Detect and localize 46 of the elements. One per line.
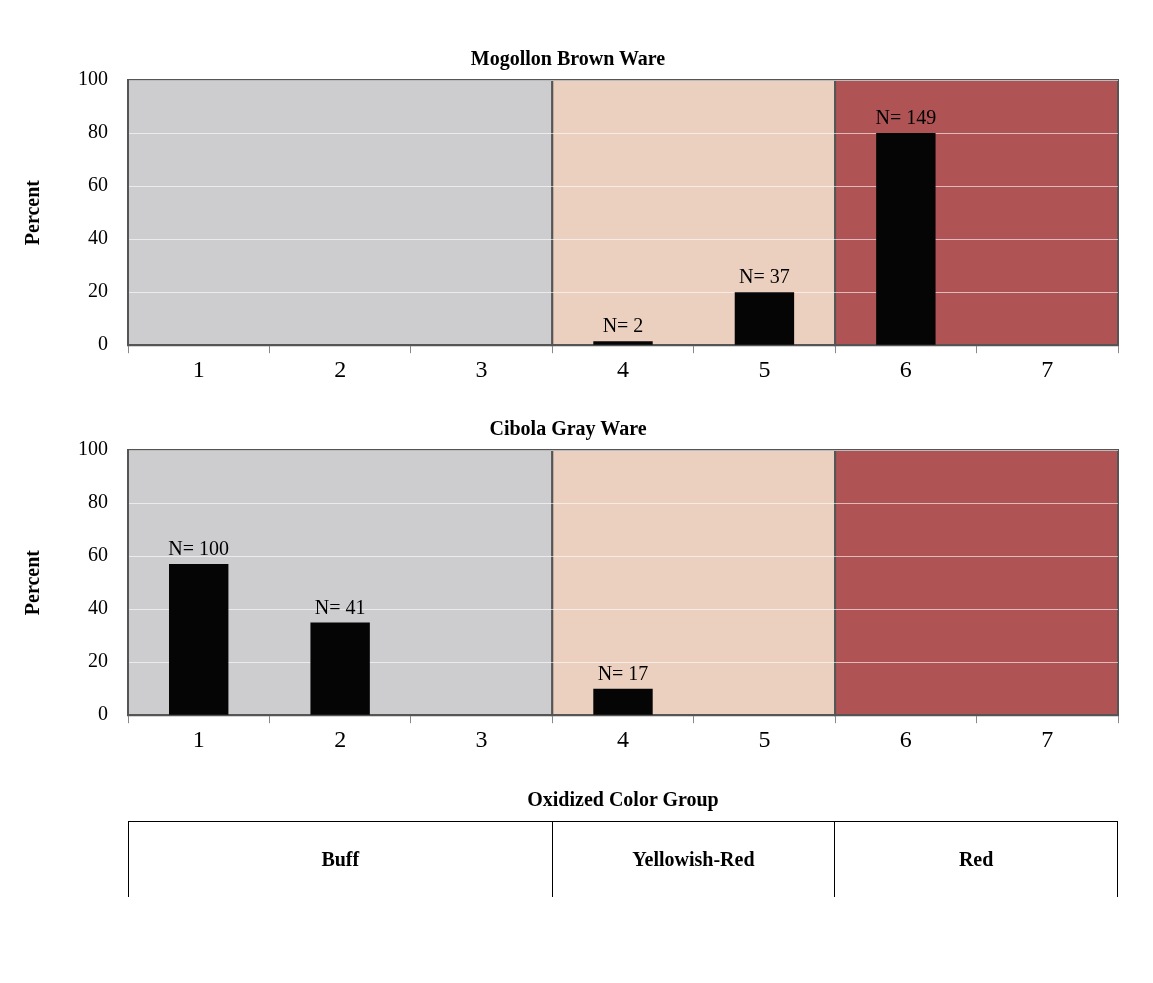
annotation: N= 41 <box>314 595 366 618</box>
chart-title: Cibola Gray Ware <box>489 417 647 441</box>
bar <box>593 341 653 345</box>
text: Red <box>834 822 1119 897</box>
x-tick-label: 6 <box>899 725 912 752</box>
y-tick-label: 80 <box>88 120 108 143</box>
y-axis-title: Percent <box>21 549 44 616</box>
x-tick-label: 5 <box>758 355 771 382</box>
text: Buff <box>128 822 552 897</box>
x-tick-label: 7 <box>1041 355 1054 382</box>
bar <box>876 133 936 345</box>
text: Oxidized Color Group <box>526 788 720 811</box>
y-tick-label: 0 <box>98 702 108 725</box>
bar <box>310 622 370 715</box>
y-tick-label: 0 <box>98 332 108 355</box>
x-tick-label: 3 <box>475 725 488 752</box>
y-tick-label: 60 <box>88 543 108 566</box>
x-tick-label: 4 <box>617 725 629 752</box>
y-tick-label: 40 <box>88 226 108 249</box>
y-tick-label: 20 <box>88 279 108 302</box>
x-tick-label: 4 <box>617 355 629 382</box>
y-tick-label: 60 <box>88 173 108 196</box>
x-tick-label: 3 <box>475 355 488 382</box>
y-tick-label: 100 <box>78 437 108 460</box>
annotation: N= 37 <box>739 265 790 288</box>
chart-title: Mogollon Brown Ware <box>470 47 666 71</box>
x-tick-label: 6 <box>899 355 912 382</box>
x-tick-label: 5 <box>758 725 771 752</box>
x-tick-label: 2 <box>334 725 347 752</box>
x-tick-label: 7 <box>1041 725 1054 752</box>
annotation: N= 100 <box>168 537 230 560</box>
y-tick-label: 20 <box>88 649 108 672</box>
y-tick-label: 80 <box>88 490 108 513</box>
x-tick-label: 1 <box>192 725 205 752</box>
annotation: N= 149 <box>875 106 937 129</box>
bar <box>734 292 795 345</box>
bar <box>169 564 229 715</box>
y-tick-label: 40 <box>88 596 108 619</box>
annotation: N= 17 <box>597 661 649 684</box>
x-tick-label: 2 <box>334 355 347 382</box>
y-axis-title: Percent <box>21 179 44 246</box>
annotation: N= 2 <box>602 314 644 337</box>
x-tick-label: 1 <box>192 355 205 382</box>
y-tick-label: 100 <box>78 67 108 90</box>
bar <box>593 688 653 715</box>
text: Yellowish-Red <box>551 822 835 897</box>
